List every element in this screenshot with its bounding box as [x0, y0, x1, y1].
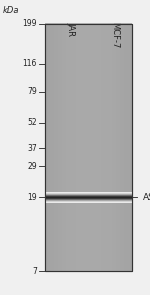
Text: 199: 199: [22, 19, 37, 28]
Text: kDa: kDa: [3, 6, 20, 15]
Text: JAR: JAR: [67, 22, 76, 36]
Bar: [45, 24, 132, 271]
Bar: [45, 24, 132, 271]
Text: 116: 116: [22, 59, 37, 68]
Text: 19: 19: [27, 193, 37, 202]
Text: 37: 37: [27, 144, 37, 153]
Text: 52: 52: [27, 119, 37, 127]
Text: ASCL2: ASCL2: [142, 193, 150, 202]
Text: 7: 7: [32, 267, 37, 276]
Text: 29: 29: [27, 162, 37, 171]
Text: MCF-7: MCF-7: [110, 22, 119, 48]
Text: 79: 79: [27, 88, 37, 96]
